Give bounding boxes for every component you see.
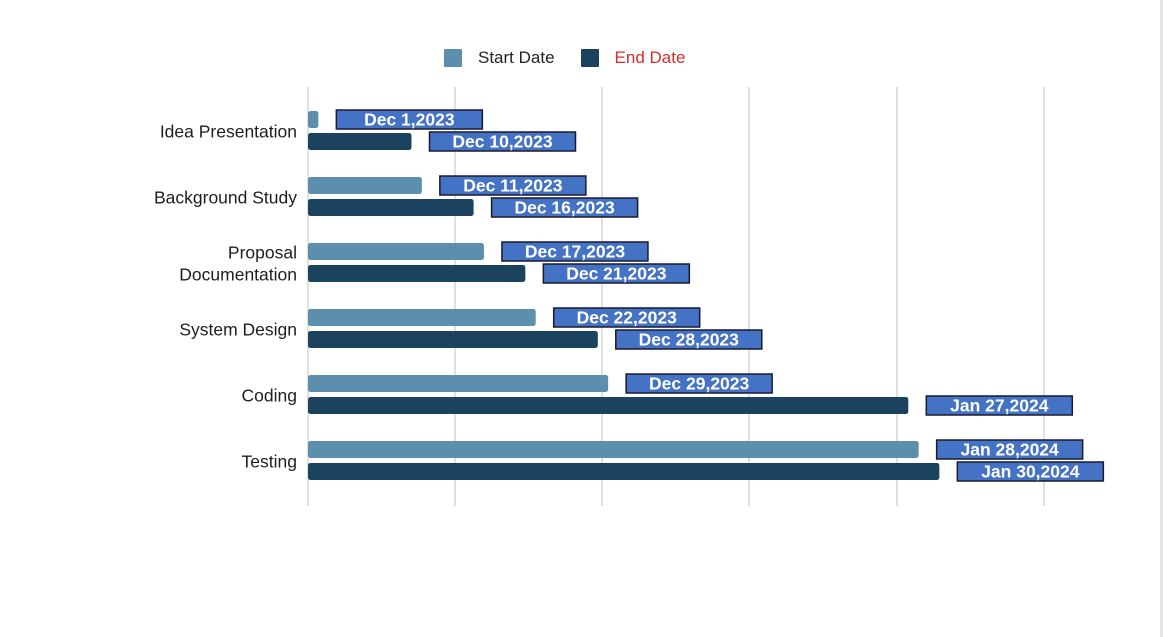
data-label: Jan 27,2024	[950, 396, 1049, 416]
data-label-box	[615, 329, 763, 350]
data-label: Dec 16,2023	[514, 198, 614, 218]
data-label: Dec 21,2023	[566, 264, 666, 284]
data-label: Dec 17,2023	[525, 242, 625, 262]
data-label-box	[542, 263, 691, 284]
data-label-box	[552, 307, 701, 328]
page-edge	[1160, 0, 1163, 637]
category-label: Background Study	[154, 188, 297, 208]
data-label-box	[625, 373, 773, 394]
start-date-bar	[308, 111, 319, 128]
data-label: Dec 22,2023	[577, 308, 677, 328]
category-label: Coding	[242, 386, 297, 406]
data-label-box	[439, 175, 587, 196]
end-date-bar	[308, 133, 412, 150]
data-label-box	[935, 439, 1084, 460]
chart-legend: Start Date End Date	[444, 46, 711, 70]
end-date-bar	[308, 331, 598, 348]
end-date-bar	[308, 265, 526, 282]
data-label: Dec 1,2023	[364, 110, 455, 130]
legend-item-end: End Date	[580, 48, 686, 68]
data-label: Dec 28,2023	[639, 330, 739, 350]
data-label: Dec 11,2023	[463, 176, 563, 196]
data-label: Jan 28,2024	[961, 440, 1060, 460]
start-date-bar	[308, 309, 536, 326]
category-label: Testing	[242, 452, 297, 472]
data-label: Dec 29,2023	[649, 374, 749, 394]
data-label-box	[335, 109, 484, 130]
category-label: Proposal	[228, 243, 297, 263]
data-label-box	[490, 197, 639, 218]
data-label-box	[956, 461, 1105, 482]
data-label: Dec 10,2023	[452, 132, 552, 152]
data-label-box	[501, 241, 649, 262]
end-date-bar	[308, 397, 909, 414]
data-label-box	[925, 395, 1074, 416]
data-label: Jan 30,2024	[981, 462, 1080, 482]
legend-item-start: Start Date	[444, 48, 555, 68]
legend-label-end: End Date	[614, 48, 686, 67]
category-label: Documentation	[179, 265, 297, 285]
end-date-bar	[308, 463, 940, 480]
legend-label-start: Start Date	[478, 48, 555, 67]
end-date-bar	[308, 199, 474, 216]
category-label: System Design	[179, 320, 297, 340]
start-date-bar	[308, 441, 919, 458]
data-label-box	[428, 131, 577, 152]
category-label: Idea Presentation	[160, 122, 297, 142]
legend-swatch-end	[580, 49, 599, 67]
start-date-bar	[308, 243, 484, 260]
start-date-bar	[308, 177, 422, 194]
legend-swatch-start	[444, 49, 462, 67]
start-date-bar	[308, 375, 609, 392]
